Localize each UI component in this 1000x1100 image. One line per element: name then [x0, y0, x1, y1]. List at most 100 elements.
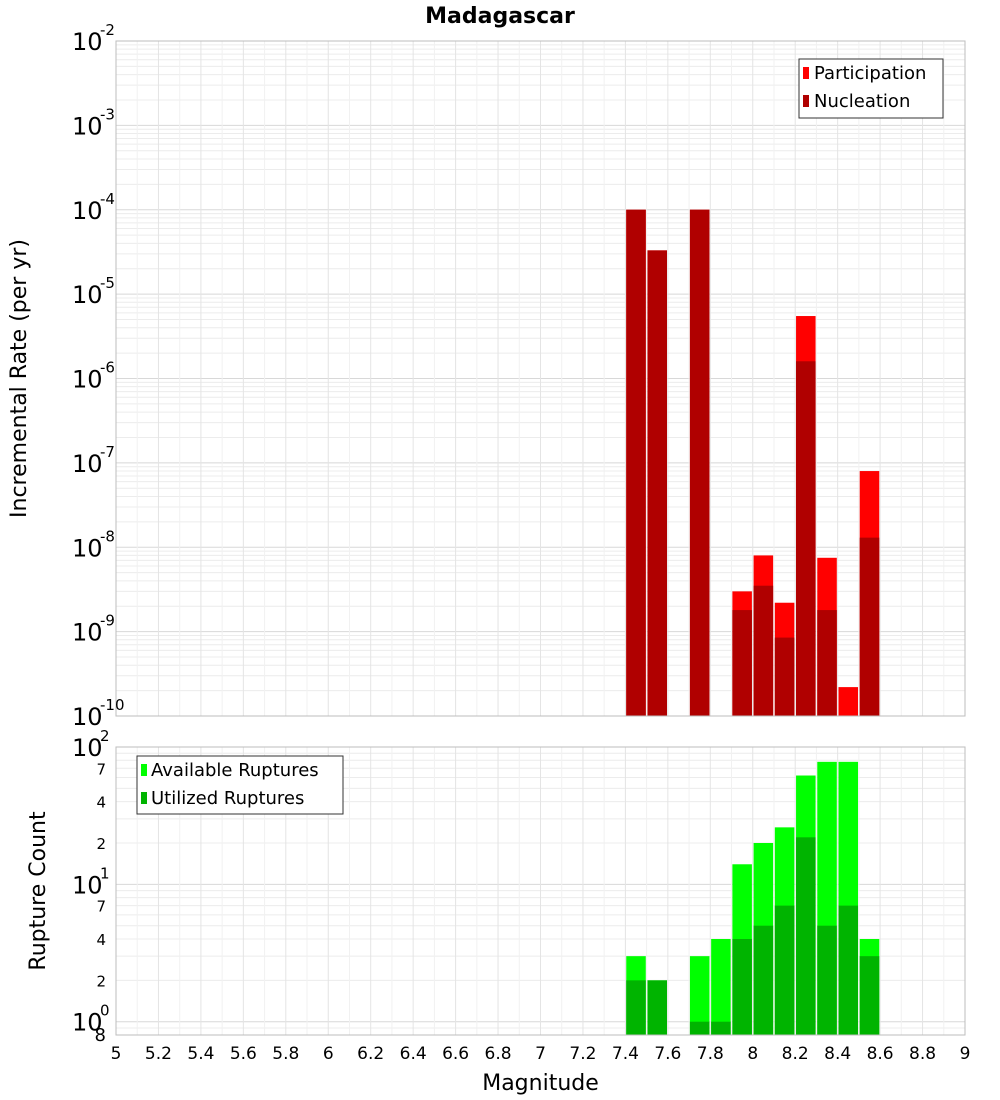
rate-y-tick-exp: -10 [100, 696, 125, 714]
count-y-tick-label: 101 [72, 864, 110, 899]
count-y-minor-label: 7 [96, 760, 106, 778]
count-bar [732, 939, 752, 1035]
x-tick-label: 7.2 [569, 1044, 596, 1064]
count-legend-swatch [141, 764, 147, 776]
rate-legend-label: Participation [814, 63, 926, 84]
rate-y-tick-exp: -8 [100, 527, 115, 545]
count-legend-label: Utilized Ruptures [151, 788, 304, 809]
count-bar [796, 837, 816, 1035]
rate-legend-box [798, 58, 944, 119]
x-tick-label: 6.6 [442, 1044, 469, 1064]
x-tick-label: 8.8 [909, 1044, 936, 1064]
count-bar [711, 939, 731, 1035]
rate-bar [838, 687, 859, 716]
count-y-tick-label: 102 [72, 727, 110, 762]
x-tick-label: 8.4 [824, 1044, 851, 1064]
count-legend-box [136, 755, 344, 815]
rate-series-nucleation [626, 209, 880, 717]
rate-y-tick-base: 10 [72, 28, 103, 56]
rate-bar [732, 610, 752, 716]
count-bar [711, 1021, 731, 1035]
count-y-axis-label: Rupture Count [26, 811, 51, 971]
rate-y-tick-base: 10 [72, 281, 103, 309]
x-tick-label: 5.8 [272, 1044, 299, 1064]
rate-y-tick-base: 10 [72, 197, 103, 225]
rate-bar [689, 209, 710, 716]
x-tick-label: 6 [323, 1044, 334, 1064]
rate-y-tick-base: 10 [72, 366, 103, 394]
count-legend-label: Available Ruptures [151, 760, 319, 781]
rate-bar [626, 209, 646, 716]
count-series-utilized [626, 837, 880, 1035]
rate-y-tick-base: 10 [72, 450, 103, 478]
count-legend-swatch [141, 792, 147, 804]
count-y-minor-label: 2 [96, 835, 106, 853]
count-y-tick-base: 10 [72, 734, 103, 762]
count-legend: Available Ruptures Utilized Ruptures [136, 755, 344, 815]
count-y-tick-base: 10 [72, 871, 103, 899]
x-tick-label: 8.6 [867, 1044, 894, 1064]
x-tick-label: 7 [535, 1044, 546, 1064]
rate-y-tick-base: 10 [72, 703, 103, 731]
x-tick-label: 6.8 [485, 1044, 512, 1064]
count-bar [689, 1021, 710, 1035]
rate-plot-border [115, 40, 966, 717]
rate-y-tick-label: 10-4 [72, 190, 115, 225]
x-tick-label: 6.4 [400, 1044, 427, 1064]
count-y-tick-exp: 0 [100, 1002, 110, 1020]
rate-bar [753, 585, 774, 716]
count-y-minor-label: 4 [96, 794, 106, 812]
rate-legend-swatch [803, 95, 809, 107]
rate-bar [774, 637, 795, 716]
count-y-minor-label: 4 [96, 931, 106, 949]
rate-bar [796, 361, 816, 716]
rate-bar [817, 610, 837, 716]
x-tick-label: 5.6 [230, 1044, 257, 1064]
rate-y-tick-label: 10-6 [72, 359, 115, 394]
count-bar [838, 905, 859, 1035]
x-tick-label: 7.4 [612, 1044, 639, 1064]
rate-y-tick-exp: -2 [100, 21, 115, 39]
rate-y-tick-exp: -4 [100, 190, 115, 208]
rate-y-tick-exp: -6 [100, 359, 115, 377]
x-tick-label: 9 [960, 1044, 971, 1064]
rate-y-tick-label: 10-3 [72, 105, 115, 140]
rate-y-tick-label: 10-7 [72, 443, 115, 478]
rate-y-tick-label: 10-5 [72, 274, 115, 309]
x-tick-label: 7.6 [654, 1044, 681, 1064]
x-tick-label: 7.8 [697, 1044, 724, 1064]
count-bar [689, 956, 710, 1035]
rate-legend: Participation Nucleation [798, 58, 944, 119]
count-y-tick-label: 100 [72, 1002, 110, 1037]
x-tick-label: 5.4 [187, 1044, 214, 1064]
rate-bar [647, 250, 668, 717]
rate-legend-label: Nucleation [814, 91, 910, 112]
chart-title: Madagascar [425, 4, 575, 29]
rate-y-tick-exp: -7 [100, 443, 115, 461]
count-bar [647, 980, 668, 1035]
rate-y-axis-label: Incremental Rate (per yr) [7, 239, 32, 518]
x-tick-label: 5.2 [145, 1044, 172, 1064]
count-bar [626, 980, 646, 1035]
rate-y-tick-exp: -3 [100, 105, 115, 123]
x-tick-label: 5 [111, 1044, 122, 1064]
count-y-minor-label: 8 [95, 1025, 106, 1046]
x-tick-label: 8 [747, 1044, 758, 1064]
rate-y-tick-label: 10-9 [72, 612, 115, 647]
rate-y-tick-exp: -9 [100, 612, 115, 630]
x-tick-label: 6.2 [357, 1044, 384, 1064]
rate-legend-swatch [803, 67, 809, 79]
x-tick-label: 8.2 [782, 1044, 809, 1064]
count-plot-border [115, 746, 966, 1036]
rate-y-tick-base: 10 [72, 534, 103, 562]
count-y-tick-exp: 1 [100, 864, 110, 882]
count-bar [859, 956, 880, 1035]
count-y-minor-label: 2 [96, 972, 106, 990]
count-y-tick-exp: 2 [100, 727, 110, 745]
rate-gridlines [115, 41, 966, 717]
rate-y-tick-label: 10-2 [72, 21, 115, 56]
rate-y-tick-label: 10-10 [72, 696, 125, 731]
count-bar [774, 905, 795, 1035]
